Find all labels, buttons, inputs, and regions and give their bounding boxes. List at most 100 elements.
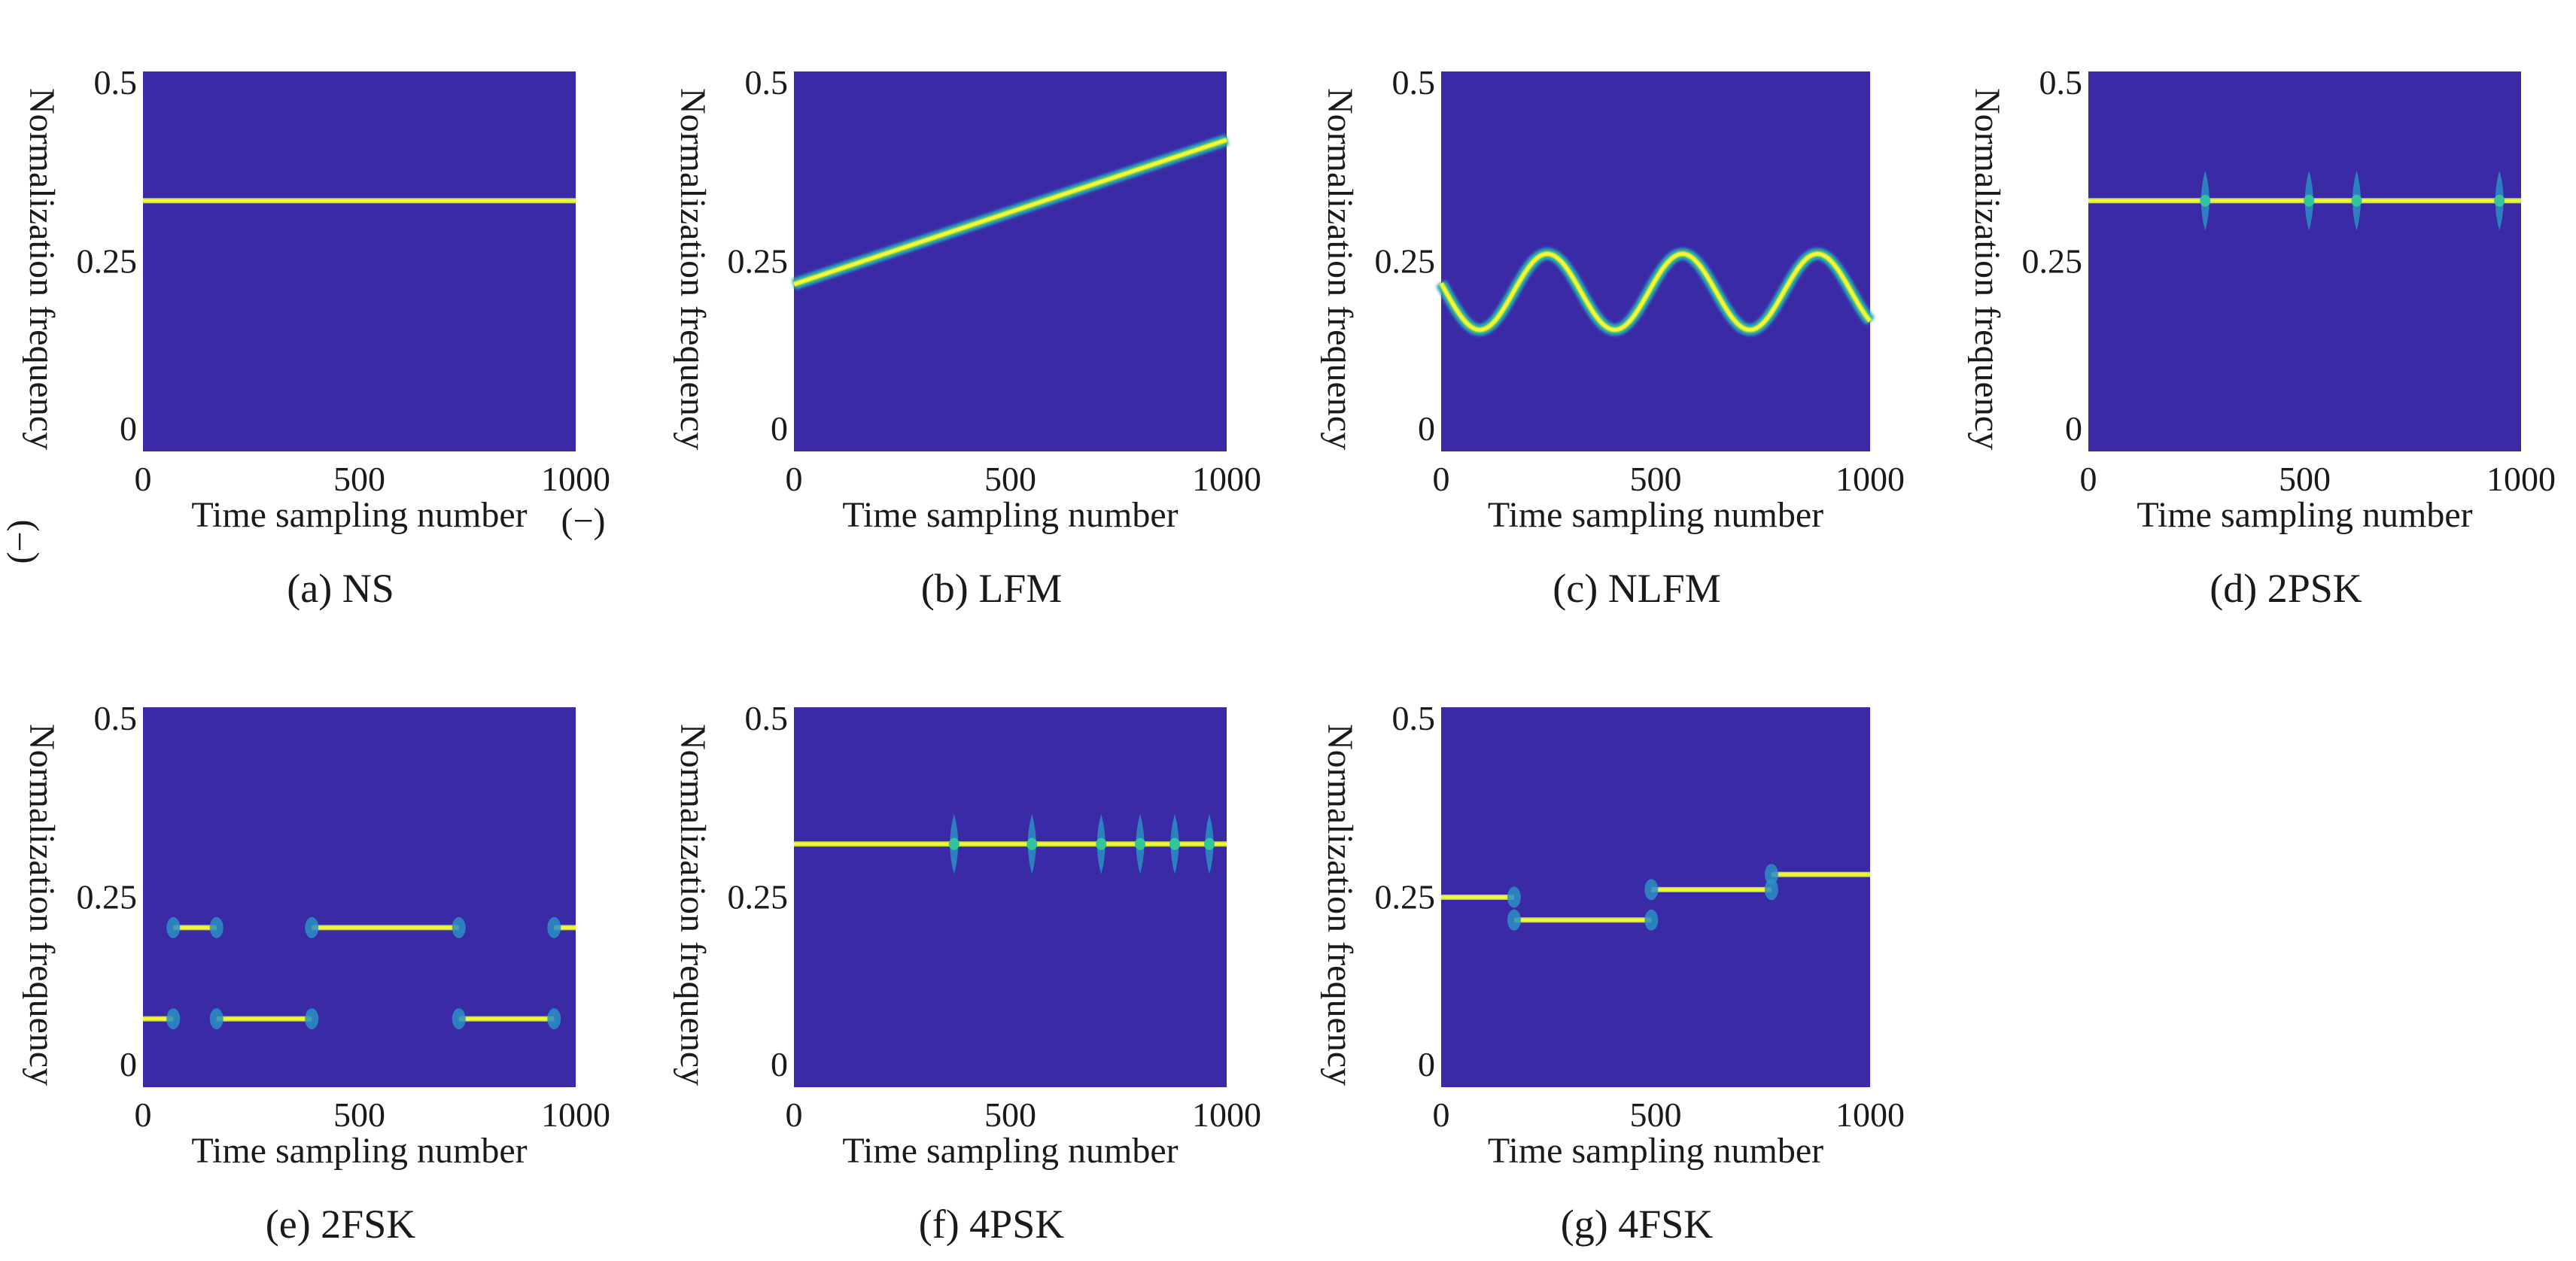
x-axis-label: Time sampling number [191,495,527,535]
y-axis-label: Normalization frequency [22,88,62,450]
y-tick-label: 0 [771,1045,788,1083]
signal-sine-layer-3 [1440,252,1872,332]
phase-jump-core-2 [2351,194,2362,207]
plot-background [143,71,576,451]
x-tick-label: 0 [1433,460,1450,498]
y-tick-label: 0 [1418,1045,1435,1083]
transition-blob-4-0 [452,916,466,938]
transition-blob-3-1 [305,916,319,938]
x-tick-label: 1000 [1835,1095,1905,1134]
x-tick-label: 500 [333,1095,385,1134]
x-axis-label: Time sampling number [842,1131,1178,1171]
y-axis-label: Normalization frequency [1320,724,1360,1086]
y-tick-label: 0.5 [1392,63,1436,102]
panel-caption: (g) 4FSK [1561,1202,1714,1247]
y-units-note: (−) [0,519,40,564]
y-tick-label: 0.5 [94,699,138,737]
x-tick-label: 500 [2279,460,2331,498]
y-tick-label: 0.25 [1375,878,1436,916]
transition-blob-4-1 [452,1008,466,1030]
panel-b: 0 0.25 0.5 0 500 1000 Time sampling number Norm… [673,63,1261,611]
x-tick-label: 0 [786,1095,803,1134]
phase-jump-core-3 [1135,837,1145,850]
phase-jump-core-1 [1026,837,1038,850]
x-axis-label: Time sampling number [191,1131,527,1171]
panel-f: 0 0.25 0.5 0 500 1000 Time sampling number Norm… [673,699,1261,1247]
panel-grid: 0 0.25 0.5 0 500 1000 Time sampling number Norm… [22,63,2556,1247]
x-tick-label: 500 [984,1095,1036,1134]
y-tick-label: 0.5 [2039,63,2083,102]
transition-blob-5-1 [547,916,561,938]
y-tick-label: 0.25 [1375,242,1436,281]
y-axis-label: Normalization frequency [22,724,62,1086]
transition-blob-2-1 [1644,879,1659,901]
x-tick-label: 1000 [2486,460,2556,498]
x-axis-label: Time sampling number [1488,1131,1823,1171]
y-tick-label: 0.5 [94,63,138,102]
x-axis-label: Time sampling number [1488,495,1823,535]
y-tick-label: 0 [120,1045,137,1083]
y-tick-label: 0.25 [2022,242,2083,281]
y-tick-label: 0.5 [1392,699,1436,737]
plot-background [794,707,1227,1087]
x-tick-label: 0 [135,1095,152,1134]
panel-c: 0 0.25 0.5 0 500 1000 Time sampling number Norm… [1320,63,1905,611]
y-axis-label: Normalization frequency [1967,88,2007,450]
y-tick-label: 0 [2065,409,2082,448]
y-tick-label: 0.25 [728,878,789,916]
plot-background [2088,71,2521,451]
y-axis-label: Normalization frequency [1320,88,1360,450]
x-axis-label: Time sampling number [842,495,1178,535]
phase-jump-core-1 [2304,194,2315,207]
plot-background [143,707,576,1087]
panel-caption: (c) NLFM [1553,566,1720,611]
x-tick-label: 500 [1630,460,1682,498]
x-tick-label: 0 [786,460,803,498]
x-units-note: (−) [561,501,605,541]
phase-jump-core-2 [1096,837,1107,850]
x-tick-label: 1000 [1192,1095,1261,1134]
panel-caption: (a) NS [287,566,394,611]
phase-jump-core-5 [1204,837,1215,850]
phase-jump-core-0 [948,837,960,850]
y-tick-label: 0.5 [745,63,789,102]
y-tick-label: 0 [771,409,788,448]
phase-jump-core-3 [2494,194,2505,207]
transition-blob-5-0 [547,1008,561,1030]
transition-blob-3-0 [305,1008,319,1030]
y-axis-label: Normalization frequency [673,724,713,1086]
signal-segment-0-layer-3 [793,138,1227,286]
y-tick-label: 0.25 [728,242,789,281]
x-tick-label: 500 [1630,1095,1682,1134]
panel-d: 0 0.25 0.5 0 500 1000 Time sampling number Norm… [1967,63,2556,611]
transition-blob-3-0 [1764,879,1778,901]
transition-blob-2-0 [209,916,224,938]
panel-g: 0 0.25 0.5 0 500 1000 Time sampling number Norm… [1320,699,1905,1247]
panel-caption: (d) 2PSK [2210,566,2362,611]
x-tick-label: 0 [1433,1095,1450,1134]
y-tick-label: 0 [120,409,137,448]
transition-blob-2-0 [1644,909,1659,931]
phase-jump-core-4 [1169,837,1180,850]
panel-caption: (b) LFM [921,566,1063,611]
transition-blob-1-0 [166,1008,181,1030]
y-axis-label: Normalization frequency [673,88,713,450]
panel-caption: (e) 2FSK [266,1202,416,1247]
x-tick-label: 500 [333,460,385,498]
panel-caption: (f) 4PSK [919,1202,1065,1247]
x-tick-label: 500 [984,460,1036,498]
panel-a: 0 0.25 0.5 0 500 1000 Time sampling number Norm… [22,63,610,611]
x-axis-label: Time sampling number [2137,495,2472,535]
x-tick-label: 0 [135,460,152,498]
x-tick-label: 1000 [1192,460,1261,498]
transition-blob-1-1 [166,916,181,938]
x-tick-label: 0 [2080,460,2097,498]
x-tick-label: 1000 [541,460,610,498]
panel-e: 0 0.25 0.5 0 500 1000 Time sampling number Norm… [22,699,610,1247]
phase-jump-core-0 [2200,194,2211,207]
transition-blob-3-1 [1764,864,1778,886]
y-tick-label: 0.25 [77,878,138,916]
x-tick-label: 1000 [1835,460,1905,498]
y-tick-label: 0 [1418,409,1435,448]
